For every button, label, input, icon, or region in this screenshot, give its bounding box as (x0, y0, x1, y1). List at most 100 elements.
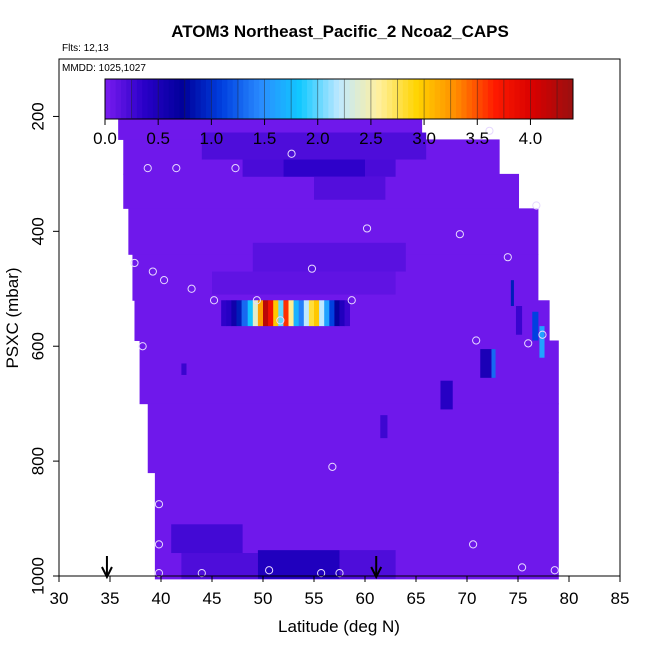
heatmap-cell (532, 311, 539, 341)
heatmap-cell (314, 176, 386, 200)
colorbar-segment (344, 79, 351, 119)
x-tick-label: 40 (152, 589, 171, 608)
colorbar-segment (530, 79, 537, 119)
observation-point (154, 569, 164, 578)
hot-layer-cell (324, 300, 330, 327)
colorbar-segment (126, 79, 132, 119)
colorbar-segment (317, 79, 324, 119)
hot-layer-cell (334, 300, 340, 327)
hot-layer-cell (339, 300, 345, 327)
x-tick-label: 55 (305, 589, 324, 608)
heatmap-cell (491, 349, 496, 378)
colorbar-segment (541, 79, 547, 119)
colorbar-segment (376, 79, 382, 119)
observation-point (485, 126, 494, 135)
colorbar-segment (562, 79, 569, 119)
colorbar-segment (339, 79, 345, 119)
colorbar-tick-label: 2.5 (359, 129, 383, 148)
colorbar-segment (190, 79, 196, 119)
flight-arrow-1 (101, 556, 113, 580)
observation-point (524, 339, 533, 348)
colorbar-segment (195, 79, 202, 119)
hot-layer-cell (231, 300, 237, 327)
observation-point (472, 336, 481, 345)
colorbar-segment (323, 79, 329, 119)
colorbar-segment (264, 79, 271, 119)
flights-label: Flts: 12,13 (62, 43, 109, 54)
colorbar-segment (142, 79, 148, 119)
colorbar-segment (514, 79, 521, 119)
colorbar-segment (392, 79, 398, 119)
colorbar-segment (525, 79, 531, 119)
colorbar-segment (115, 79, 122, 119)
observation-point (231, 164, 240, 173)
hot-layer-cell (241, 300, 248, 327)
y-axis-label: PSXC (mbar) (3, 267, 22, 368)
observation-point (532, 201, 541, 210)
heatmap-cells (118, 99, 559, 580)
hot-layer-cell (221, 300, 227, 327)
domain-band (147, 403, 559, 474)
x-tick-label: 45 (203, 589, 222, 608)
hot-layer-cell (298, 300, 305, 327)
colorbar-segment (365, 79, 372, 119)
hot-layer-cell (257, 300, 264, 327)
observation-point (138, 342, 147, 351)
observation-point (550, 566, 559, 575)
hot-layer-cell (319, 300, 325, 327)
colorbar-segment (243, 79, 249, 119)
observation-point (197, 569, 206, 578)
x-tick-label: 65 (407, 589, 426, 608)
observation-point (130, 258, 139, 268)
x-tick-label: 85 (611, 589, 630, 608)
colorbar-segment (253, 79, 260, 119)
colorbar-segment (163, 79, 170, 119)
hot-layer-cell (236, 300, 242, 327)
colorbar-segment (349, 79, 356, 119)
x-tick-label: 50 (254, 589, 273, 608)
colorbar-segment (120, 79, 127, 119)
heatmap-cell (201, 132, 427, 160)
hot-layer-cell (263, 300, 269, 327)
colorbar-segment (477, 79, 483, 119)
colorbar-segment (168, 79, 175, 119)
observation-point (172, 164, 181, 173)
observation-point (328, 462, 337, 471)
colorbar-segment (291, 79, 297, 119)
y-tick-label: 600 (28, 332, 47, 360)
colorbar-segment (211, 79, 218, 119)
heatmap-cell (212, 271, 396, 295)
y-axis: 200 400 600 800 1000 (28, 102, 59, 595)
observation-point (154, 500, 164, 509)
observation-point (287, 149, 296, 158)
colorbar-segment (147, 79, 154, 119)
hot-layer-cell (314, 300, 320, 327)
heatmap-cell (181, 363, 187, 375)
hot-layer-cell (268, 300, 274, 327)
heatmap-cell (171, 524, 243, 554)
colorbar-tick-label: 3.5 (465, 129, 489, 148)
observation-point (187, 284, 196, 293)
colorbar-segment (216, 79, 223, 119)
colorbar-segment (301, 79, 308, 119)
colorbar-segment (275, 79, 281, 119)
colorbar-segment (498, 79, 505, 119)
colorbar-segment (285, 79, 292, 119)
colorbar-frame (104, 78, 574, 120)
colorbar-segment (174, 79, 180, 119)
x-tick-label: 35 (101, 589, 120, 608)
domain-band (139, 340, 559, 405)
colorbar-segment (296, 79, 303, 119)
heatmap-cell (339, 550, 396, 579)
colorbar-tick-label: 0.0 (93, 129, 117, 148)
observation-point (143, 164, 152, 173)
colorbar-segment (408, 79, 414, 119)
colorbar-segment (370, 79, 377, 119)
colorbar-segment (110, 79, 117, 119)
colorbar-segment (105, 79, 111, 119)
colorbar-segment (493, 79, 499, 119)
flight-arrows (101, 556, 383, 580)
colorbar-segment (519, 79, 526, 119)
colorbar-segment (567, 79, 574, 119)
